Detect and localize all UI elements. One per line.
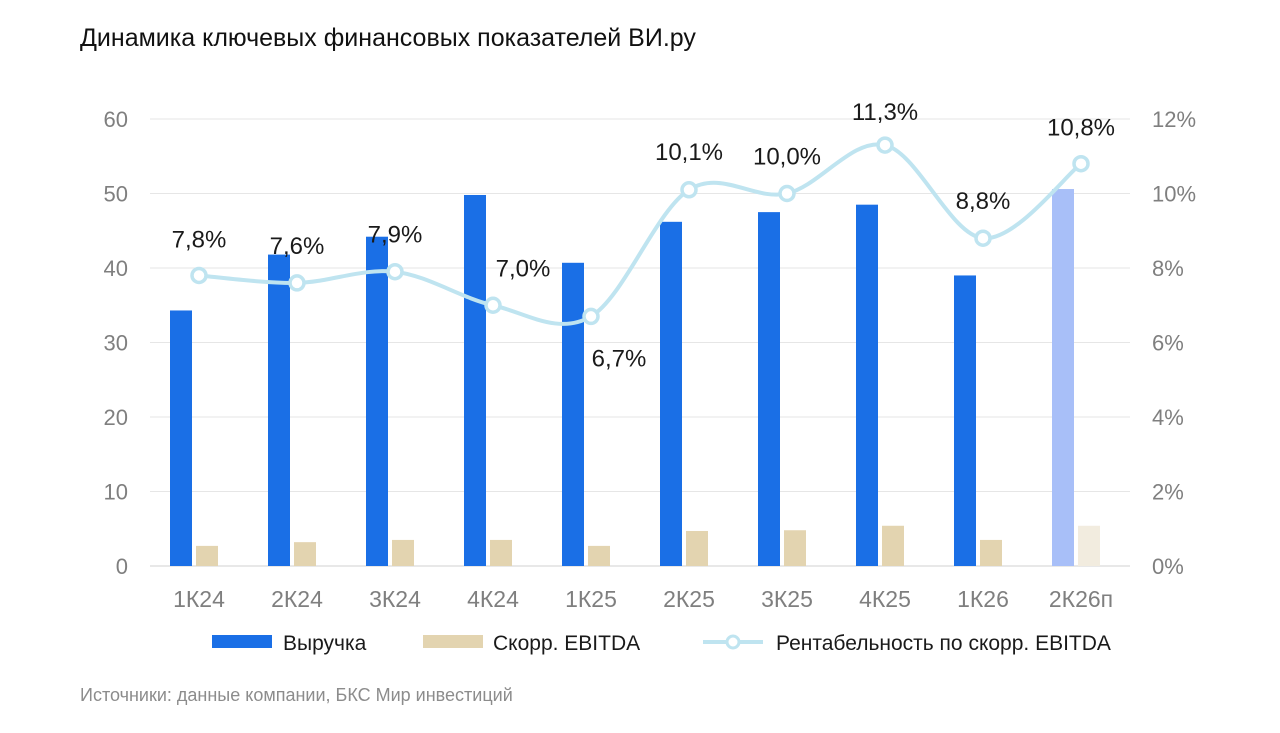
x-tick-label: 3К24 (369, 586, 421, 612)
bar-ebitda (294, 542, 316, 566)
legend-swatch-revenue (212, 635, 272, 648)
y-left-tick-label: 10 (104, 480, 128, 505)
chart-title: Динамика ключевых финансовых показателей… (80, 24, 696, 52)
y-axis-right: 0% 2% 4% 6% 8% 10% 12% (1152, 107, 1196, 579)
bar-revenue (758, 212, 780, 566)
legend: Выручка Скорр. EBITDA Рентабельность по ск… (212, 632, 1111, 655)
x-tick-label: 1К26 (957, 586, 1009, 612)
margin-data-label: 6,7% (592, 345, 647, 372)
bar-revenue (268, 254, 290, 566)
margin-line: 7,8% 7,6% 7,9% 7,0% 6,7% 10,1% 10,0% 11,3% 8,8% 1… (172, 99, 1115, 372)
bar-ebitda (588, 545, 610, 566)
y-left-tick-label: 0 (116, 554, 128, 579)
margin-point (582, 307, 600, 326)
x-axis: 1К24 2К24 3К24 4К24 1К25 2К25 3К25 4К25 1К26 2К26… (173, 586, 1113, 612)
bar-ebitda (980, 539, 1002, 566)
legend-label-margin: Рентабельность по скорр. EBITDA (776, 632, 1111, 655)
margin-data-label: 7,6% (270, 233, 325, 260)
margin-point (974, 229, 992, 247)
bar-revenue (954, 275, 976, 566)
margin-line-path (198, 142, 1083, 326)
legend-swatch-margin-marker (725, 634, 741, 650)
y-right-tick-label: 12% (1152, 107, 1196, 132)
bar-revenue (170, 310, 192, 566)
margin-data-label: 7,0% (496, 255, 551, 282)
bar-revenue (856, 204, 878, 567)
margin-data-label: 7,8% (172, 226, 227, 253)
margin-data-label: 11,3% (852, 99, 918, 126)
legend-swatch-ebitda (423, 635, 483, 648)
bar-ebitda (882, 525, 904, 566)
y-right-tick-label: 6% (1152, 331, 1184, 356)
margin-point (288, 274, 306, 292)
x-tick-label: 2К24 (271, 586, 323, 612)
margin-data-label: 7,9% (368, 222, 423, 249)
bars (170, 189, 1100, 567)
y-right-tick-label: 10% (1152, 182, 1196, 207)
x-tick-label: 4К24 (467, 586, 519, 612)
margin-data-label: 10,8% (1047, 115, 1115, 142)
margin-point (1072, 154, 1090, 173)
y-right-tick-label: 4% (1152, 405, 1184, 430)
margin-data-label: 10,0% (753, 144, 821, 171)
bar-ebitda (784, 530, 806, 566)
x-tick-label: 4К25 (859, 586, 911, 612)
margin-point (190, 266, 208, 285)
x-tick-label: 1К25 (565, 586, 617, 612)
bar-ebitda (196, 545, 218, 566)
x-tick-label: 2К25 (663, 586, 715, 612)
bar-ebitda (1078, 525, 1100, 566)
y-left-tick-label: 40 (104, 256, 128, 281)
gridlines (150, 118, 1130, 567)
x-tick-label: 1К24 (173, 586, 225, 612)
bar-revenue (562, 262, 584, 566)
x-tick-label: 2К26п (1049, 586, 1113, 612)
bar-revenue (1052, 189, 1074, 566)
y-left-tick-label: 50 (104, 182, 128, 207)
margin-point (876, 136, 894, 154)
y-left-tick-label: 20 (104, 405, 128, 430)
y-left-tick-label: 60 (104, 107, 128, 132)
bar-revenue (464, 194, 486, 567)
margin-point (680, 181, 698, 199)
x-tick-label: 3К25 (761, 586, 813, 612)
source-note: Источники: данные компании, БКС Мир инве… (80, 685, 513, 705)
bar-ebitda (392, 539, 414, 566)
margin-point (386, 262, 404, 281)
y-right-tick-label: 2% (1152, 480, 1184, 505)
bar-ebitda (686, 530, 708, 566)
margin-point (778, 184, 796, 203)
margin-point (484, 296, 502, 314)
bar-ebitda (490, 539, 512, 566)
y-axis-left: 0 10 20 30 40 50 60 (104, 107, 128, 579)
margin-data-label: 8,8% (956, 188, 1011, 215)
legend-label-revenue: Выручка (283, 632, 367, 655)
bar-revenue (660, 221, 682, 566)
legend-label-ebitda: Скорр. EBITDA (493, 632, 640, 655)
y-right-tick-label: 0% (1152, 554, 1184, 579)
bar-revenue (366, 236, 388, 566)
margin-data-label: 10,1% (655, 139, 723, 166)
y-left-tick-label: 30 (104, 331, 128, 356)
y-right-tick-label: 8% (1152, 256, 1184, 281)
